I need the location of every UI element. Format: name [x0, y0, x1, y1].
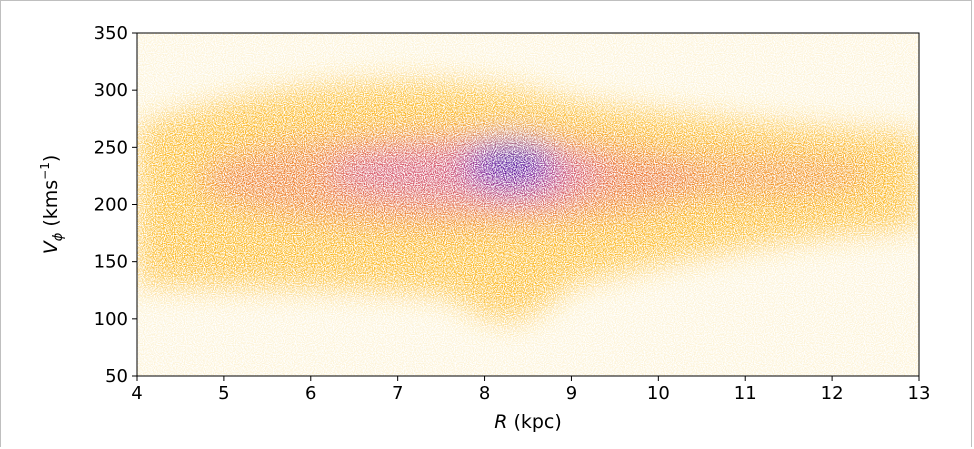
x-tick-label: 12 — [821, 383, 844, 404]
x-tick-label: 10 — [647, 383, 670, 404]
y-tick-label: 200 — [94, 195, 128, 216]
x-axis: 4 5 6 7 8 9 10 11 12 13 — [131, 376, 930, 404]
y-tick-label: 350 — [94, 23, 128, 44]
y-tick-label: 250 — [94, 137, 128, 158]
x-tick-label: 4 — [131, 383, 142, 404]
plot-area — [137, 33, 919, 376]
x-tick-label: 13 — [908, 383, 931, 404]
x-tick-label: 11 — [734, 383, 757, 404]
y-tick-label: 100 — [94, 309, 128, 330]
x-tick-label: 5 — [218, 383, 229, 404]
y-axis: 50 100 150 200 250 300 350 — [94, 23, 137, 387]
y-tick-label: 150 — [94, 252, 128, 273]
y-tick-label: 300 — [94, 80, 128, 101]
y-axis-label: Vϕ (kms−1) — [38, 155, 66, 255]
x-tick-label: 9 — [566, 383, 577, 404]
y-tick-label: 50 — [105, 366, 128, 387]
x-tick-label: 8 — [479, 383, 490, 404]
x-tick-label: 6 — [305, 383, 316, 404]
x-axis-label: R (kpc) — [494, 411, 562, 433]
x-tick-label: 7 — [392, 383, 403, 404]
point-sparsity-texture — [137, 33, 919, 376]
